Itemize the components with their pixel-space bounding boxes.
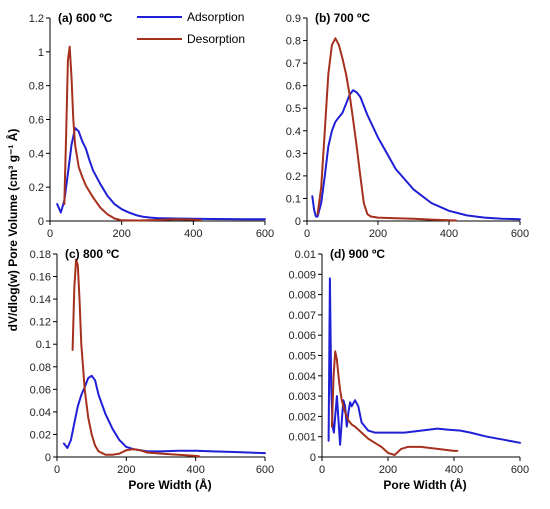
y-tick-label: 0.002 [288, 411, 316, 423]
y-tick-label: 0.4 [286, 126, 301, 138]
x-tick-label: 0 [47, 228, 53, 240]
y-tick-label: 0.3 [286, 148, 301, 160]
y-tick-label: 0.6 [286, 81, 301, 93]
series-line-desorption [330, 350, 459, 456]
panel-title: (a) 600 ºC [58, 11, 113, 25]
y-tick-label: 0.5 [286, 103, 301, 115]
y-tick-label: 0 [45, 452, 51, 464]
y-tick-label: 0.003 [288, 391, 316, 403]
y-tick-label: 0 [295, 216, 301, 228]
x-tick-label: 400 [184, 228, 202, 240]
y-tick-label: 0.02 [30, 429, 51, 441]
y-tick-label: 0.1 [36, 339, 51, 351]
y-tick-label: 0.2 [29, 182, 44, 194]
y-tick-label: 0.009 [288, 269, 316, 281]
y-tick-label: 0.06 [30, 384, 51, 396]
legend-label-desorption: Desorption [187, 32, 245, 46]
panel-title: (b) 700 ºC [315, 11, 370, 25]
x-tick-label: 0 [319, 464, 325, 476]
x-tick-label: 600 [256, 228, 274, 240]
x-tick-label: 0 [54, 464, 60, 476]
y-tick-label: 0.9 [286, 13, 301, 25]
panel-title: (c) 800 ºC [65, 247, 120, 261]
y-tick-label: 0.2 [286, 171, 301, 183]
x-tick-label: 600 [511, 464, 529, 476]
y-tick-label: 0.001 [288, 432, 316, 444]
chart-panel-1: 0 0.2 0.4 0.6 0.8 1 1.2 0 200 400 600 (a) 600 ºC [29, 11, 274, 240]
y-tick-label: 0.006 [288, 330, 316, 342]
x-tick-label: 200 [379, 464, 397, 476]
x-axis-title-right: Pore Width (Å) [383, 477, 466, 492]
y-tick-label: 1 [38, 47, 44, 59]
x-tick-label: 200 [117, 464, 135, 476]
x-axis-title-left: Pore Width (Å) [128, 477, 211, 492]
chart-panel-3: 0 0.02 0.04 0.06 0.08 0.1 0.12 0.14 0.16 0.18 0 200… [30, 247, 275, 476]
y-tick-label: 0.6 [29, 115, 44, 127]
x-tick-label: 600 [256, 464, 274, 476]
legend-label-adsorption: Adsorption [187, 10, 244, 24]
y-tick-label: 0.18 [30, 249, 51, 261]
y-tick-label: 0.16 [30, 272, 51, 284]
x-tick-label: 600 [511, 228, 529, 240]
x-tick-label: 0 [304, 228, 310, 240]
x-tick-label: 400 [440, 228, 458, 240]
y-tick-label: 0 [38, 216, 44, 228]
y-tick-label: 0.14 [30, 294, 51, 306]
x-tick-label: 200 [369, 228, 387, 240]
y-axis-title: dV/dlog(w) Pore Volume (cm³ g⁻¹ Å) [5, 129, 20, 332]
series-line-desorption [63, 45, 202, 222]
y-tick-label: 0.005 [288, 351, 316, 363]
y-tick-label: 0 [310, 452, 316, 464]
y-tick-label: 0.8 [29, 81, 44, 93]
y-tick-label: 0.12 [30, 317, 51, 329]
y-tick-label: 0.04 [30, 407, 51, 419]
y-tick-label: 0.7 [286, 58, 301, 70]
panel-title: (d) 900 ºC [330, 247, 385, 261]
series-line-desorption [316, 37, 458, 222]
y-tick-label: 0.08 [30, 362, 51, 374]
series-line-adsorption [311, 89, 521, 221]
y-tick-label: 0.1 [286, 193, 301, 205]
y-tick-label: 0.8 [286, 36, 301, 48]
chart-panel-2: 0 0.1 0.2 0.3 0.4 0.5 0.6 0.7 0.8 0.9 0 200 400 600 (b… [286, 11, 529, 240]
legend: Adsorption Desorption [137, 10, 245, 46]
x-tick-label: 400 [445, 464, 463, 476]
chart-panel-4: 0 0.001 0.002 0.003 0.004 0.005 0.006 0.007 0.00… [288, 247, 529, 476]
x-tick-label: 200 [112, 228, 130, 240]
y-tick-label: 0.01 [295, 249, 316, 261]
x-tick-label: 400 [186, 464, 204, 476]
series-line-adsorption [62, 374, 266, 455]
series-line-desorption [71, 258, 201, 458]
y-tick-label: 0.4 [29, 148, 44, 160]
y-tick-label: 0.004 [288, 371, 316, 383]
y-tick-label: 1.2 [29, 13, 44, 25]
y-tick-label: 0.008 [288, 290, 316, 302]
series-line-adsorption [327, 277, 521, 446]
y-tick-label: 0.007 [288, 310, 316, 322]
